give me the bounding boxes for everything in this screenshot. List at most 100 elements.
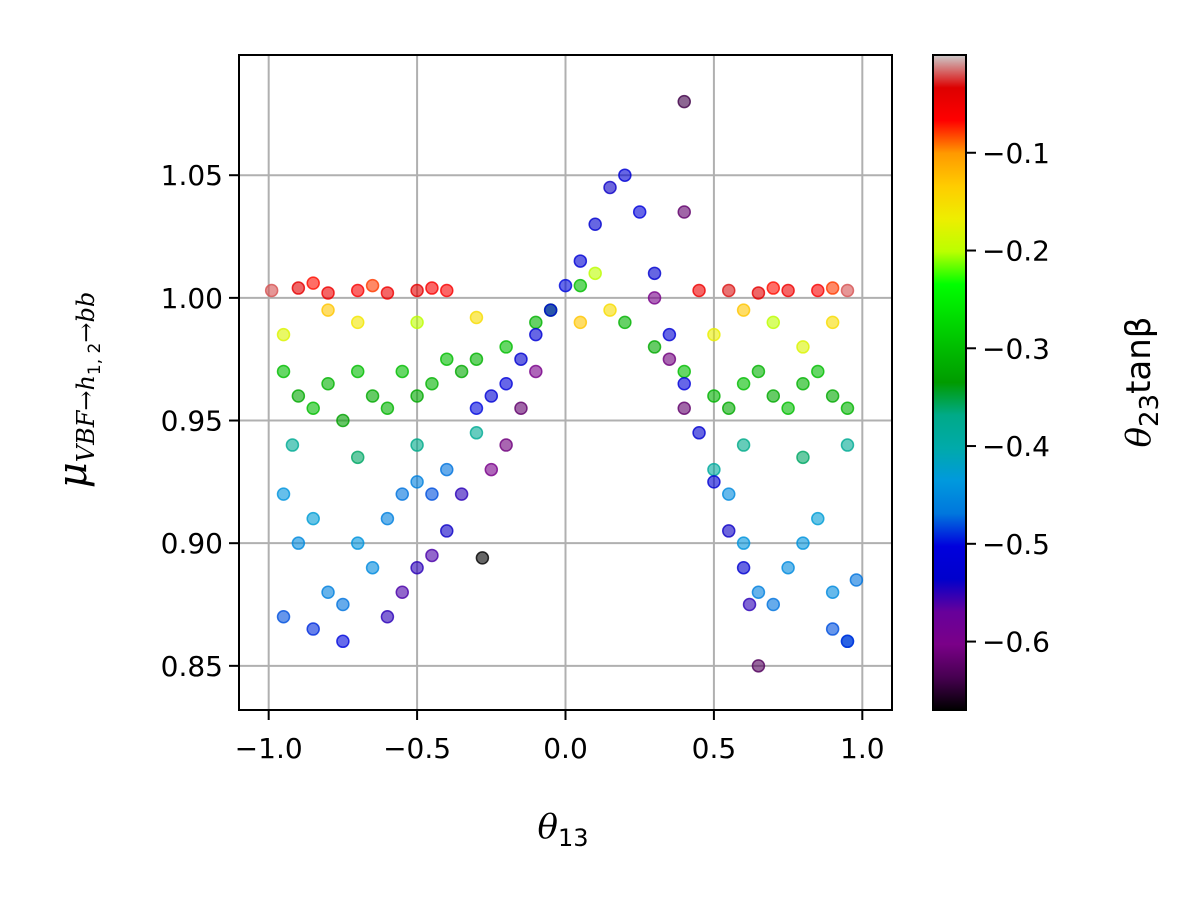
scatter-point (380, 511, 395, 526)
scatter-point (336, 413, 350, 428)
scatter-point (825, 389, 840, 403)
scatter-point (475, 551, 490, 565)
scatter-point (425, 548, 439, 563)
y-axis-label: μVBF→h1, 2→bb (50, 292, 105, 488)
scatter-point (321, 303, 335, 317)
scatter-point (499, 376, 513, 391)
scatter-point (264, 283, 279, 298)
y-tick-label: 0.85 (161, 650, 223, 683)
scatter-point (306, 622, 320, 636)
x-tick-label: −1.0 (235, 732, 303, 765)
scatter-point (811, 511, 825, 526)
scatter-point (380, 401, 395, 416)
scatter-points (264, 94, 864, 673)
scatter-point (469, 310, 484, 325)
scatter-point (469, 426, 484, 440)
scatter-point (395, 585, 409, 599)
scatter-point (751, 364, 766, 379)
x-tick-label: 0.5 (692, 732, 737, 765)
scatter-point (766, 281, 781, 295)
scatter-point (365, 389, 380, 403)
scatter-point (410, 475, 424, 489)
scatter-point (781, 283, 795, 298)
scatter-point (276, 487, 291, 501)
scatter-point (677, 364, 691, 379)
scatter-point (588, 217, 602, 232)
scatter-point (603, 303, 617, 317)
scatter-point (410, 315, 424, 330)
scatter-point (484, 462, 499, 477)
colorbar-ticks: −0.1 −0.2 −0.3 −0.4 −0.5 −0.6 (966, 137, 1050, 659)
scatter-point (840, 634, 855, 649)
scatter-point (722, 524, 736, 538)
scatter-point (440, 524, 454, 538)
scatter-point (618, 315, 632, 330)
scatter-point (796, 450, 810, 465)
scatter-point (603, 180, 617, 195)
x-axis-ticks: −1.0 −0.5 0.0 0.5 1.0 (235, 710, 885, 765)
scatter-point (499, 340, 513, 354)
y-tick-label: 1.00 (161, 282, 223, 315)
y-axis-label-tail: →bb (72, 292, 100, 343)
scatter-point (722, 487, 736, 501)
scatter-point (662, 352, 677, 366)
scatter-point (529, 327, 543, 342)
scatter-point (573, 315, 588, 330)
colorbar-tick-label: −0.3 (982, 332, 1050, 365)
scatter-point (306, 511, 320, 526)
scatter-point (276, 327, 291, 342)
scatter-point (766, 597, 781, 612)
y-axis-label-sub: VBF→h (72, 375, 100, 462)
scatter-point (677, 376, 691, 391)
scatter-point (677, 94, 691, 109)
y-axis-label-mu: μ (50, 462, 96, 488)
scatter-point (573, 278, 588, 293)
scatter-point (751, 659, 766, 673)
scatter-point (722, 401, 736, 416)
scatter-point (618, 168, 632, 182)
scatter-point (840, 401, 855, 416)
scatter-point (840, 283, 855, 298)
scatter-point (677, 401, 691, 416)
scatter-point (647, 340, 662, 354)
colorbar-label-tail: tanβ (1119, 317, 1159, 394)
scatter-point (766, 389, 781, 403)
colorbar-tick-label: −0.6 (982, 626, 1050, 659)
scatter-point (425, 281, 439, 295)
scatter-point (647, 266, 662, 281)
scatter-point (751, 585, 766, 599)
scatter-point (736, 560, 751, 575)
scatter-point (825, 281, 840, 295)
scatter-point (632, 205, 647, 219)
x-tick-label: 1.0 (840, 732, 885, 765)
scatter-point (395, 487, 409, 501)
scatter-point (350, 536, 365, 550)
scatter-point (529, 364, 543, 379)
colorbar-tick-label: −0.5 (982, 528, 1050, 561)
x-axis-label-sub: 13 (558, 824, 589, 852)
scatter-point (469, 401, 484, 416)
scatter-point (425, 376, 439, 391)
scatter-point (321, 585, 335, 599)
scatter-point (484, 389, 499, 403)
scatter-point (647, 291, 662, 305)
scatter-point (395, 364, 409, 379)
scatter-point (350, 283, 365, 298)
y-tick-label: 0.90 (161, 527, 223, 560)
x-tick-label: −0.5 (383, 732, 451, 765)
scatter-point (410, 438, 424, 452)
scatter-point (350, 450, 365, 465)
scatter-point (736, 438, 751, 452)
scatter-point (781, 560, 795, 575)
colorbar-label-sub: 23 (1135, 394, 1165, 427)
scatter-point (796, 376, 810, 391)
scatter-point (677, 205, 691, 219)
scatter-point (751, 286, 766, 300)
scatter-point (469, 352, 484, 366)
scatter-point (796, 340, 810, 354)
scatter-point (380, 286, 395, 300)
scatter-point (440, 462, 454, 477)
x-tick-label: 0.0 (543, 732, 588, 765)
scatter-point (766, 315, 781, 330)
